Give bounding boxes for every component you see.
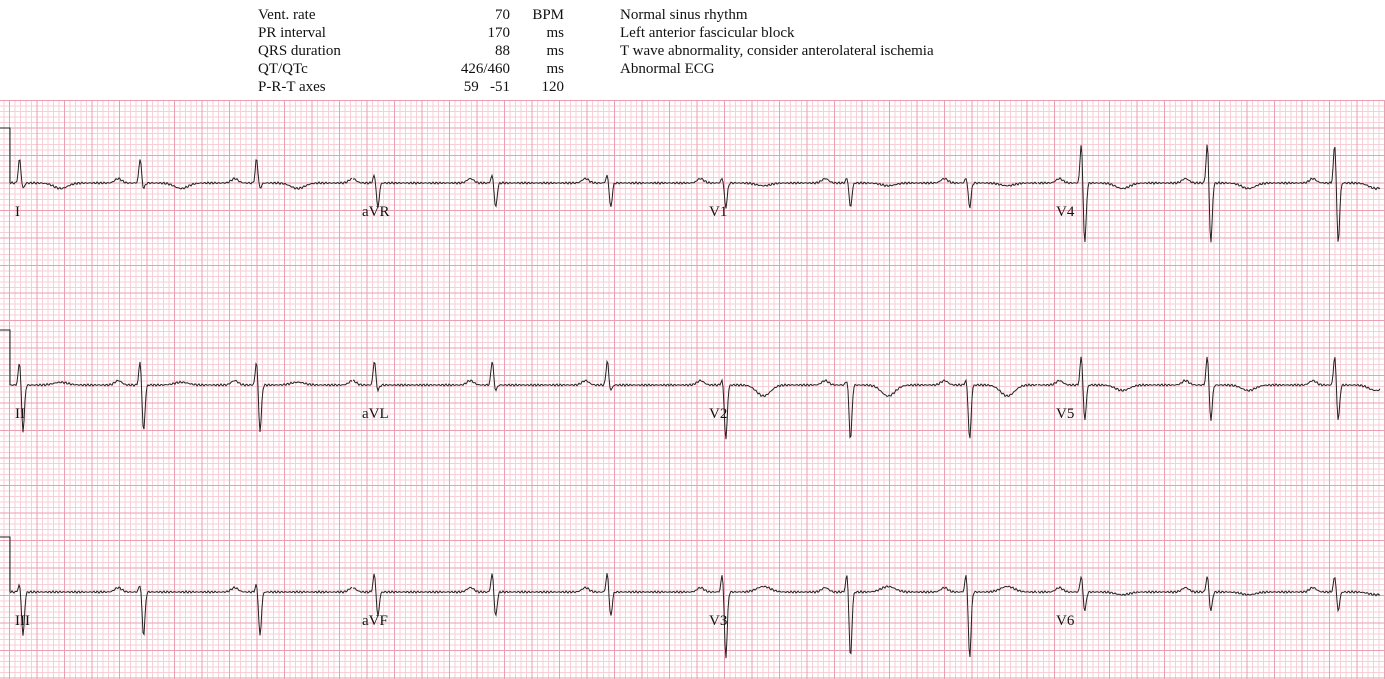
lead-label: aVF <box>362 613 388 629</box>
lead-label: aVL <box>362 406 389 422</box>
measurements-panel: Vent. rate 70 BPM PR interval 170 ms QRS durat… <box>258 6 568 96</box>
measurement-value: 170 <box>487 25 511 41</box>
measurement-unit: BPM <box>532 7 564 23</box>
measurement-row: PR interval 170 ms <box>258 24 568 42</box>
lead-label: aVR <box>362 204 390 220</box>
measurement-unit: ms <box>546 25 564 41</box>
interpretation-line: Normal sinus rhythm <box>620 7 748 23</box>
measurement-row: P-R-T axes 59 -51 120 <box>258 78 568 96</box>
measurement-label: PR interval <box>258 25 326 41</box>
lead-label: III <box>15 613 30 629</box>
lead-label: V1 <box>709 204 728 220</box>
lead-label: V3 <box>709 613 728 629</box>
calibration-pulse <box>0 329 11 385</box>
lead-trace-V5 <box>1037 356 1381 421</box>
measurement-value: 88 <box>495 43 510 59</box>
lead-trace-V4 <box>1037 144 1381 243</box>
measurement-value: 59 -51 <box>463 79 510 95</box>
lead-trace-III <box>9 583 353 636</box>
lead-trace-V2 <box>694 378 1038 440</box>
calibration-pulse <box>0 536 11 592</box>
measurement-label: QT/QTc <box>258 61 308 77</box>
lead-trace-V6 <box>1037 575 1381 613</box>
measurement-unit: 120 <box>541 79 565 95</box>
interpretation-line: T wave abnormality, consider anterolater… <box>620 43 934 59</box>
interpretation-line: Abnormal ECG <box>620 61 715 77</box>
lead-label: V4 <box>1056 204 1075 220</box>
lead-trace-aVF <box>352 573 696 618</box>
measurement-unit: ms <box>546 43 564 59</box>
lead-trace-V3 <box>694 575 1038 659</box>
measurement-label: QRS duration <box>258 43 341 59</box>
measurement-label: Vent. rate <box>258 7 316 23</box>
measurement-value: 70 <box>495 7 510 23</box>
measurement-label: P-R-T axes <box>258 79 326 95</box>
measurement-row: QT/QTc 426/460 ms <box>258 60 568 78</box>
lead-label: V2 <box>709 406 728 422</box>
lead-label: II <box>15 406 25 422</box>
lead-trace-V1 <box>694 177 1038 209</box>
interpretation-panel: Normal sinus rhythm Left anterior fascic… <box>620 6 934 78</box>
lead-trace-II <box>9 361 353 433</box>
lead-trace-aVR <box>352 173 696 208</box>
lead-trace-aVL <box>352 359 696 393</box>
measurement-value: 426/460 <box>460 61 510 77</box>
lead-trace-I <box>9 159 353 190</box>
measurement-row: Vent. rate 70 BPM <box>258 6 568 24</box>
lead-label: V6 <box>1056 613 1075 629</box>
lead-label: V5 <box>1056 406 1075 422</box>
ecg-grid <box>0 100 1385 679</box>
measurement-row: QRS duration 88 ms <box>258 42 568 60</box>
calibration-pulse <box>0 127 11 183</box>
interpretation-line: Left anterior fascicular block <box>620 25 795 41</box>
lead-label: I <box>15 204 20 220</box>
measurement-unit: ms <box>546 61 564 77</box>
